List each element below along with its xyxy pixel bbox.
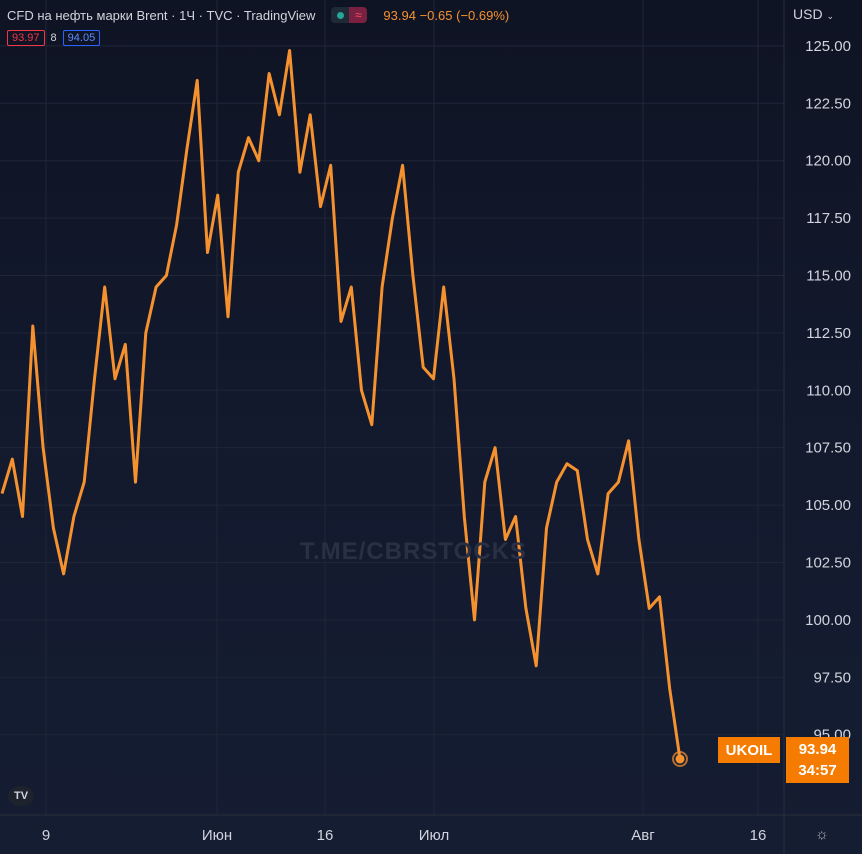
y-tick-label: 100.00 — [805, 612, 851, 629]
y-tick-label: 105.00 — [805, 497, 851, 514]
x-tick-label: 16 — [750, 827, 767, 844]
last-price-dot — [675, 754, 685, 764]
wave-icon[interactable]: ≈ — [349, 7, 368, 23]
last-price: 93.94 — [383, 7, 416, 23]
y-tick-label: 117.50 — [806, 210, 851, 227]
ask-price-button[interactable]: 94.05 — [62, 30, 101, 46]
symbol-title[interactable]: CFD на нефть марки Brent · 1Ч · TVC · Tr… — [7, 7, 316, 23]
y-tick-label: 110.00 — [806, 382, 851, 399]
bid-price-button[interactable]: 93.97 — [7, 30, 45, 46]
chart-header: CFD на нефть марки Brent · 1Ч · TVC · Tr… — [7, 6, 509, 24]
y-tick-label: 97.50 — [813, 669, 851, 686]
symbol-tag-label: UKOIL — [725, 741, 773, 759]
x-tick-label: Июн — [202, 827, 232, 844]
price-change: −0.65 — [419, 7, 453, 23]
market-open-dot-icon — [336, 11, 344, 19]
currency-label: USD — [793, 6, 823, 22]
bar-countdown: 34:57 — [798, 762, 837, 779]
y-tick-label: 120.00 — [805, 153, 851, 170]
y-tick-label: 125.00 — [805, 38, 851, 55]
last-quote: 93.94 −0.65 (−0.69%) — [383, 8, 509, 23]
currency-selector[interactable]: USD ⌄ — [793, 6, 834, 22]
y-tick-label: 107.50 — [805, 440, 851, 457]
price-tag-value: 93.94 — [798, 741, 837, 758]
price-tag: 93.94 34:57 — [786, 737, 849, 783]
bid-ask-row: 93.97 8 94.05 — [7, 30, 101, 46]
chevron-down-icon: ⌄ — [826, 11, 834, 21]
gear-icon[interactable]: ☼ — [815, 826, 829, 843]
market-open-badge[interactable] — [331, 7, 350, 23]
x-tick-label: Авг — [631, 827, 655, 844]
x-tick-label: 9 — [42, 827, 50, 844]
y-tick-label: 115.00 — [806, 267, 851, 284]
symbol-tag: UKOIL — [718, 737, 780, 763]
y-tick-label: 122.50 — [805, 95, 851, 112]
status-badges[interactable]: ≈ — [331, 7, 368, 23]
x-tick-label: Июл — [419, 827, 449, 844]
y-tick-label: 102.50 — [805, 554, 851, 571]
price-change-pct: (−0.69%) — [456, 7, 510, 23]
x-tick-label: 16 — [317, 827, 334, 844]
spread-value: 8 — [50, 32, 57, 44]
price-series-line — [0, 49, 682, 760]
tradingview-logo-icon[interactable]: TV — [8, 786, 34, 806]
last-price-ring — [672, 750, 688, 767]
watermark-text: T.ME/CBRSTOCKS — [300, 538, 527, 565]
y-tick-label: 112.50 — [806, 325, 851, 342]
